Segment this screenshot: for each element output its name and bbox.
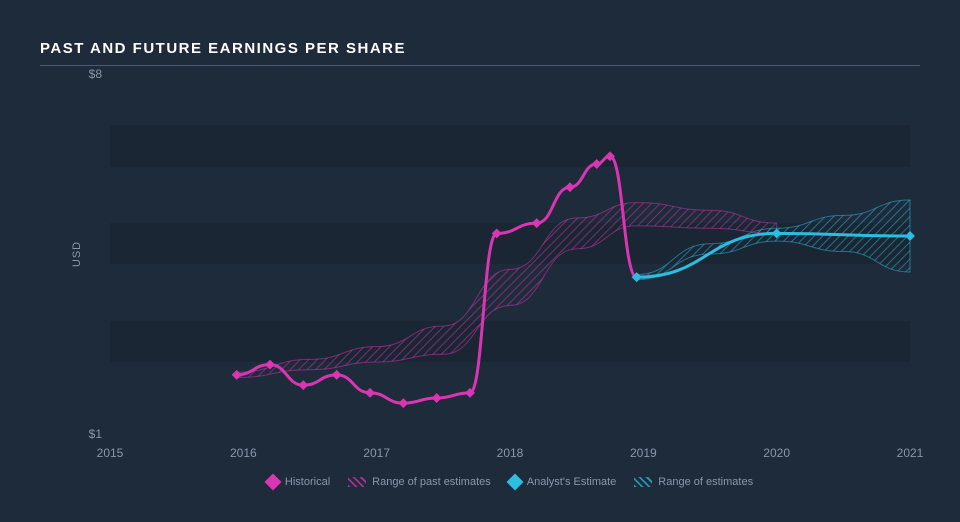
- eps-chart: PAST AND FUTURE EARNINGS PER SHARE USD H…: [40, 40, 920, 500]
- series-marker: [298, 380, 308, 390]
- series-marker: [432, 393, 442, 403]
- legend-hatch-icon: [348, 477, 366, 487]
- legend-hatch-icon: [634, 477, 652, 487]
- legend-label: Analyst's Estimate: [527, 476, 617, 488]
- chart-svg: [110, 74, 910, 434]
- legend-label: Range of estimates: [658, 476, 753, 488]
- legend-item: Historical: [267, 476, 330, 488]
- x-tick-label: 2018: [497, 446, 524, 460]
- series-marker: [592, 159, 602, 169]
- x-tick-label: 2015: [97, 446, 124, 460]
- x-tick-label: 2017: [363, 446, 390, 460]
- series-marker: [332, 370, 342, 380]
- series-marker: [365, 388, 375, 398]
- plot-area: USD HistoricalRange of past estimatesAna…: [110, 74, 910, 434]
- range-band: [237, 203, 777, 378]
- x-tick-label: 2021: [897, 446, 924, 460]
- series-marker: [232, 370, 242, 380]
- x-tick-label: 2020: [763, 446, 790, 460]
- y-axis-label: USD: [71, 241, 83, 267]
- legend-label: Range of past estimates: [372, 476, 491, 488]
- legend-label: Historical: [285, 476, 330, 488]
- legend-item: Range of estimates: [634, 476, 753, 488]
- series-marker: [398, 398, 408, 408]
- series-marker: [565, 182, 575, 192]
- legend-marker-icon: [264, 474, 281, 491]
- legend-marker-icon: [506, 474, 523, 491]
- legend-item: Analyst's Estimate: [509, 476, 617, 488]
- x-tick-label: 2019: [630, 446, 657, 460]
- chart-title: PAST AND FUTURE EARNINGS PER SHARE: [40, 40, 920, 57]
- series-marker: [532, 218, 542, 228]
- x-tick-label: 2016: [230, 446, 257, 460]
- y-tick-label: $8: [89, 67, 102, 81]
- y-tick-label: $1: [89, 427, 102, 441]
- legend-item: Range of past estimates: [348, 476, 491, 488]
- title-underline: [40, 65, 920, 66]
- legend: Historical Range of past estimates Analyst…: [110, 476, 910, 488]
